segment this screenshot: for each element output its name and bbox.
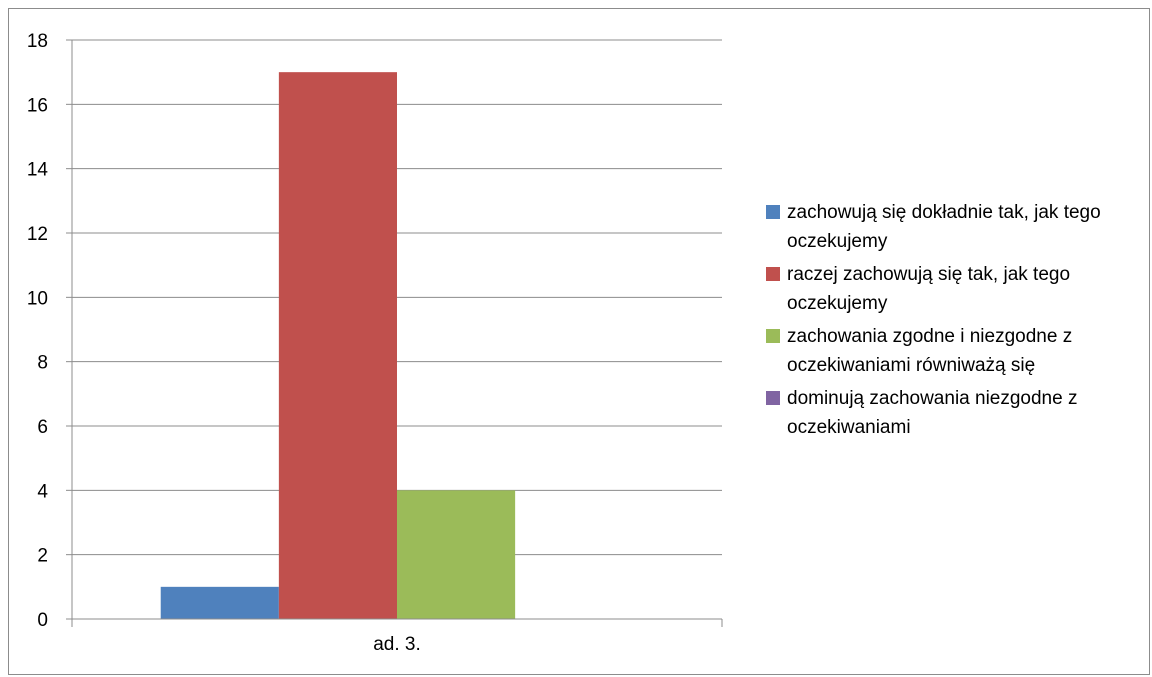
legend-label: zachowania zgodne i niezgodne z oczekiwa… <box>787 326 1073 376</box>
axes <box>71 40 722 620</box>
legend-swatch <box>766 267 780 281</box>
legend-swatch <box>766 329 780 343</box>
x-tick-label: ad. 3. <box>373 634 421 655</box>
legend-item: zachowania zgodne i niezgodne z oczekiwa… <box>766 322 1150 380</box>
legend-swatch <box>766 391 780 405</box>
y-tick-label: 0 <box>37 610 48 631</box>
y-tick-labels: 0 2 4 6 8 10 12 14 16 18 <box>27 31 72 631</box>
legend-label: raczej zachowują się tak, jak tego oczek… <box>787 264 1071 314</box>
legend-item: dominują zachowania niezgodne z oczekiwa… <box>766 384 1150 442</box>
x-tick-labels: ad. 3. <box>71 619 723 655</box>
legend: zachowują się dokładnie tak, jak tego oc… <box>766 198 1150 446</box>
bar <box>160 586 279 619</box>
y-tick-label: 14 <box>27 160 49 181</box>
y-tick-label: 2 <box>37 546 48 567</box>
legend-label: dominują zachowania niezgodne z oczekiwa… <box>787 388 1078 438</box>
gridlines <box>72 39 722 556</box>
legend-item: zachowują się dokładnie tak, jak tego oc… <box>766 198 1150 256</box>
y-tick-label: 6 <box>37 417 48 438</box>
bar <box>278 72 397 619</box>
y-tick-label: 10 <box>27 288 48 309</box>
y-tick-label: 4 <box>37 481 48 502</box>
bar <box>397 490 516 619</box>
y-tick-label: 12 <box>27 224 48 245</box>
legend-swatch <box>766 205 780 219</box>
legend-label: zachowują się dokładnie tak, jak tego oc… <box>787 202 1101 252</box>
y-tick-label: 18 <box>27 31 48 52</box>
y-tick-label: 16 <box>27 95 48 116</box>
legend-item: raczej zachowują się tak, jak tego oczek… <box>766 260 1150 318</box>
chart-frame <box>8 8 1150 675</box>
bars <box>160 72 516 619</box>
y-tick-label: 8 <box>37 353 48 374</box>
